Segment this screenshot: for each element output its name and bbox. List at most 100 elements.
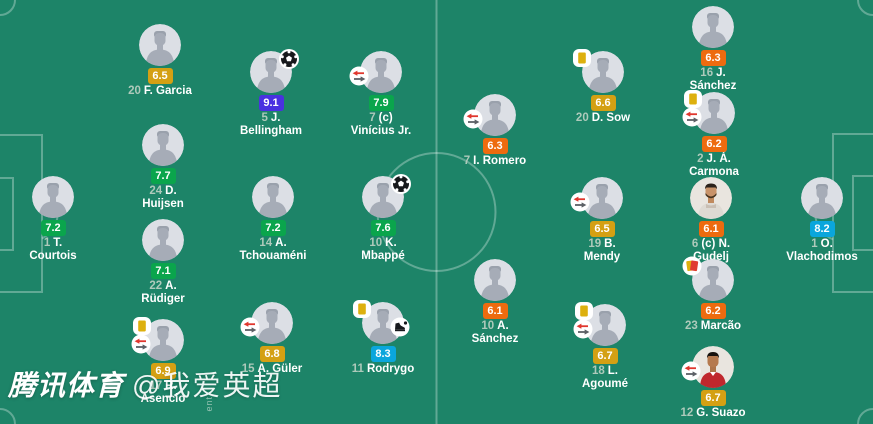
yellow-card-icon xyxy=(352,299,372,319)
substitution-icon xyxy=(681,361,701,381)
player-label: 1 T. Courtois xyxy=(0,237,108,263)
player-avatar[interactable] xyxy=(252,176,294,218)
player-rating-badge: 7.2 xyxy=(260,220,286,236)
player-avatar[interactable] xyxy=(142,124,184,166)
player-home[interactable]: 8.3 11 Rodrygo xyxy=(328,299,438,376)
player-name-line1: A. Güler xyxy=(257,363,303,375)
watermark-handle: @我爱英超 xyxy=(132,370,283,401)
player-home[interactable]: 7.1 22 A. Rüdiger xyxy=(108,219,218,306)
player-rating-badge: 6.7 xyxy=(700,390,726,406)
player-number: 24 xyxy=(149,185,163,197)
player-home[interactable]: 9.1 5 J. Bellingham xyxy=(216,49,326,138)
corner-arc-top-right xyxy=(857,0,873,16)
player-name-line2: Mendy xyxy=(583,251,621,263)
player-name-line2: Mbappé xyxy=(361,250,405,262)
player-number: 14 xyxy=(259,237,273,249)
player-rating-badge: 8.2 xyxy=(809,221,835,237)
player-home[interactable]: 6.5 20 F. Garcia xyxy=(105,24,215,98)
player-avatar[interactable] xyxy=(692,346,734,388)
player-avatar[interactable] xyxy=(32,176,74,218)
player-avatar[interactable] xyxy=(801,177,843,219)
player-name-line1: D. xyxy=(165,185,177,197)
player-home[interactable]: 7.7 24 D. Huijsen xyxy=(108,124,218,211)
player-rating-badge: 6.7 xyxy=(592,348,618,364)
player-away[interactable]: 6.5 19 B. Mendy xyxy=(547,177,657,264)
player-away[interactable]: 6.1 10 A. Sánchez xyxy=(440,259,550,346)
player-home[interactable]: 6.8 15 A. Güler xyxy=(217,302,327,376)
player-avatar[interactable] xyxy=(692,6,734,48)
player-number: 23 xyxy=(684,320,698,332)
player-label: 10 A. Sánchez xyxy=(440,320,550,346)
player-avatar[interactable] xyxy=(360,51,402,93)
player-rating-badge: 7.1 xyxy=(150,263,176,279)
player-avatar[interactable] xyxy=(139,24,181,66)
player-name-line1: B. xyxy=(604,238,616,250)
yellow-card-icon xyxy=(574,301,594,321)
player-away[interactable]: 6.6 20 D. Sow xyxy=(548,48,658,125)
player-home[interactable]: 6.9 17 R. Asencio xyxy=(108,316,218,406)
player-label: 12 G. Suazo xyxy=(658,407,768,420)
player-name-line1: O. xyxy=(820,238,833,250)
player-number: 12 xyxy=(680,407,694,419)
player-rating-badge: 9.1 xyxy=(258,95,284,111)
player-avatar[interactable] xyxy=(584,304,626,346)
player-avatar[interactable] xyxy=(142,319,184,361)
player-away[interactable]: 6.7 12 G. Suazo xyxy=(658,346,768,420)
player-name-line1: Marcão xyxy=(700,320,742,332)
player-number: 7 xyxy=(369,112,376,124)
player-avatar[interactable] xyxy=(142,219,184,261)
player-away[interactable]: 6.3 7 I. Romero xyxy=(440,94,550,168)
yellow-card-icon xyxy=(132,316,152,336)
corner-arc-bottom-left xyxy=(0,408,16,424)
player-number: 15 xyxy=(241,363,255,375)
goal-box-right xyxy=(852,175,873,251)
yellow-card-icon xyxy=(572,48,592,68)
player-name-line2: Vinícius Jr. xyxy=(350,125,412,137)
player-name-line2: Gudelj xyxy=(693,251,729,263)
player-label: 19 B. Mendy xyxy=(547,238,657,264)
player-home[interactable]: 7.2 1 T. Courtois xyxy=(0,176,108,263)
player-rating-badge: 6.1 xyxy=(698,221,724,237)
watermark: 腾讯体育 @我爱英超 xyxy=(8,371,282,401)
player-home[interactable]: 7.2 14 A. Tchouaméni xyxy=(218,176,328,263)
substitution-icon xyxy=(349,66,369,86)
substitution-icon xyxy=(131,334,151,354)
player-name-line2: Agoumé xyxy=(582,378,628,390)
player-name-line1: D. Sow xyxy=(591,112,631,124)
player-number: 11 xyxy=(351,363,364,375)
player-away[interactable]: 6.2 23 Marcão xyxy=(658,256,768,333)
player-name-line2: Sánchez xyxy=(471,333,519,345)
player-avatar[interactable] xyxy=(251,302,293,344)
player-home[interactable]: 7.6 10 K. Mbappé xyxy=(328,174,438,263)
player-name-line1: Rodrygo xyxy=(366,363,415,375)
player-number: 7 xyxy=(463,155,471,167)
player-rating-badge: 6.2 xyxy=(701,136,727,152)
player-avatar[interactable] xyxy=(474,259,516,301)
substitution-icon xyxy=(463,109,483,129)
corner-arc-top-left xyxy=(0,0,16,16)
player-label: 10 K. Mbappé xyxy=(328,237,438,263)
player-away[interactable]: 6.2 2 J. Á. Carmona xyxy=(659,90,769,179)
player-away[interactable]: 6.7 18 L. Agoumé xyxy=(550,301,660,391)
player-label: 23 Marcão xyxy=(658,320,768,333)
player-avatar[interactable] xyxy=(582,51,624,93)
player-avatar[interactable] xyxy=(693,92,735,134)
player-avatar[interactable] xyxy=(692,259,734,301)
player-label: 18 L. Agoumé xyxy=(550,365,660,391)
player-label: 16 J. Sánchez xyxy=(658,67,768,93)
player-home[interactable]: 7.9 7 (c) Vinícius Jr. xyxy=(326,51,436,138)
player-avatar[interactable] xyxy=(474,94,516,136)
player-name-line1: I. Romero xyxy=(473,155,527,167)
player-rating-badge: 6.6 xyxy=(590,95,616,111)
player-number: 6 xyxy=(691,238,699,250)
player-away[interactable]: 6.3 16 J. Sánchez xyxy=(658,6,768,93)
player-away[interactable]: 6.1 6 (c) N. Gudelj xyxy=(656,177,766,264)
player-rating-badge: 6.3 xyxy=(700,50,726,66)
player-label: 2 J. Á. Carmona xyxy=(659,153,769,179)
player-avatar[interactable] xyxy=(581,177,623,219)
player-name-line2: Asencio xyxy=(140,393,186,405)
goal-ball-icon xyxy=(391,174,411,194)
player-label: 20 D. Sow xyxy=(548,112,658,125)
player-away[interactable]: 8.2 1 O. Vlachodimos xyxy=(767,177,873,264)
player-avatar[interactable] xyxy=(690,177,732,219)
